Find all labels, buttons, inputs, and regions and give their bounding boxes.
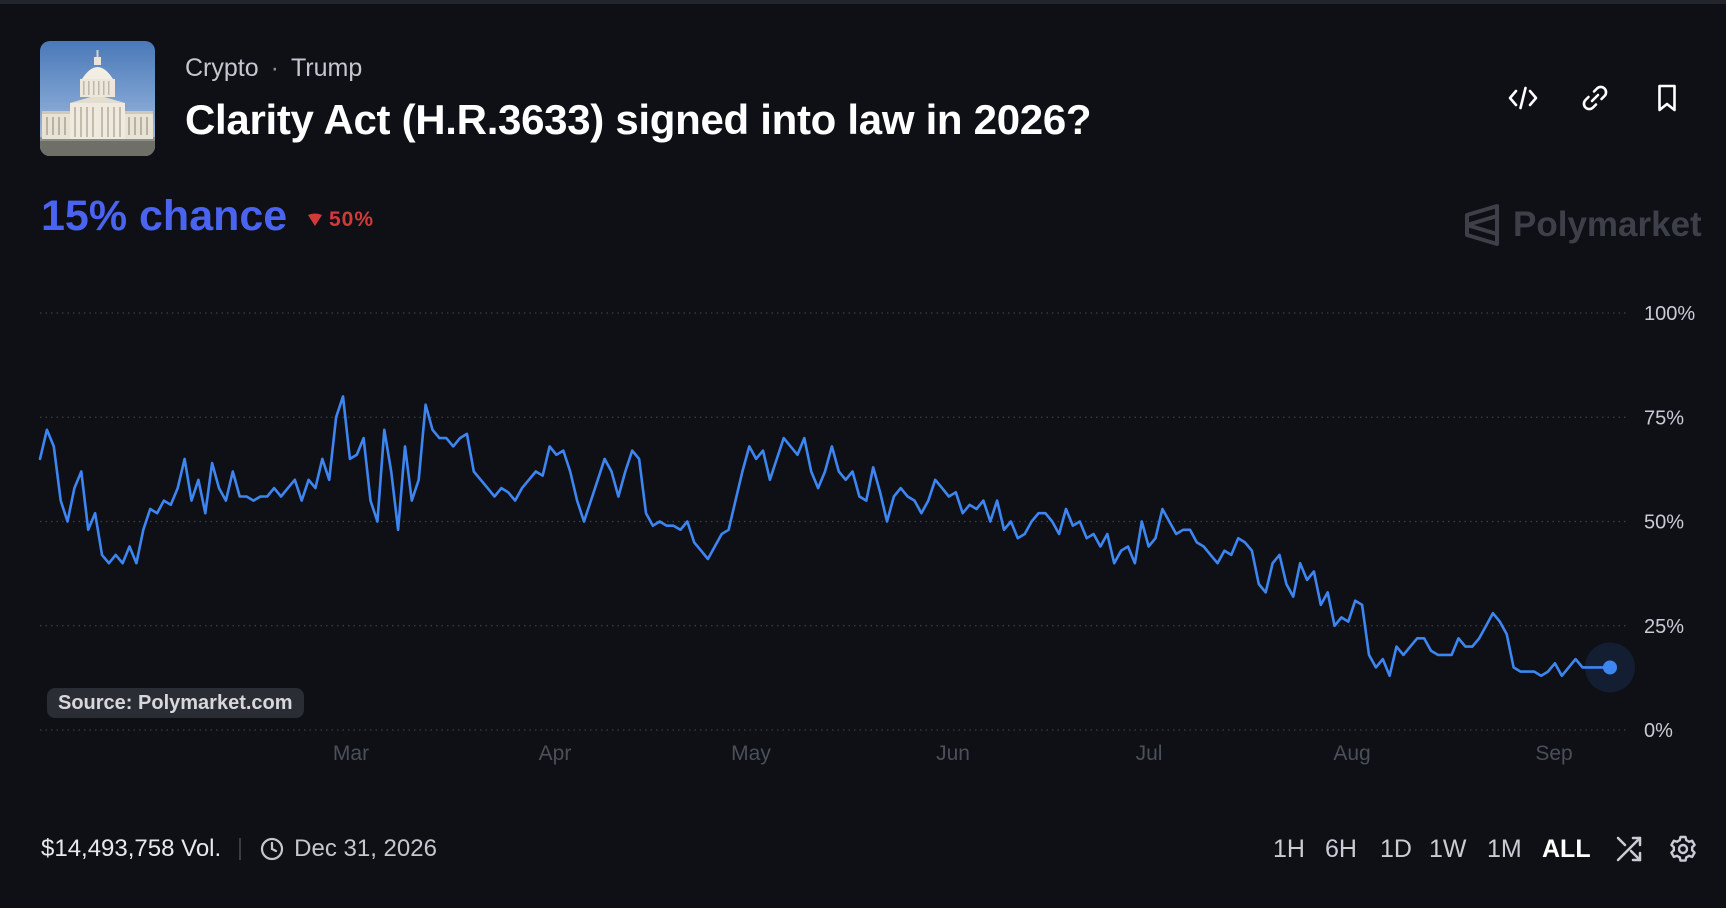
bookmark-icon [1658,84,1676,112]
chance-delta: 50% [307,208,374,232]
x-tick-label: Apr [539,742,572,765]
volume-label: $14,493,758 Vol. [41,835,222,862]
source-badge: Source: Polymarket.com [47,688,304,718]
shuffle-icon [1616,836,1642,862]
end-date: Dec 31, 2026 [260,835,437,863]
top-border [0,0,1726,4]
y-tick-label: 75% [1644,407,1684,429]
gear-icon [1670,835,1696,862]
y-tick-label: 25% [1644,616,1684,638]
x-tick-label: May [731,742,771,765]
market-title: Clarity Act (H.R.3633) signed into law i… [185,96,1092,143]
polymarket-logo-icon [1465,204,1499,246]
range-6h[interactable]: 6H [1325,835,1357,863]
breadcrumb: Crypto · Trump [185,54,362,83]
range-1h[interactable]: 1H [1273,835,1305,863]
end-date-label: Dec 31, 2026 [294,835,437,862]
down-triangle-icon [308,213,322,226]
x-tick-label: Mar [333,742,369,765]
link-icon [1582,85,1608,111]
range-1m[interactable]: 1M [1487,835,1522,863]
copy-link-button[interactable] [1575,78,1615,118]
market-footer: $14,493,758 Vol. Dec 31, 2026 [41,832,437,866]
chart-settings-button[interactable] [1666,832,1700,866]
range-all[interactable]: ALL [1542,835,1591,863]
y-tick-label: 100% [1644,303,1695,325]
embed-button[interactable] [1503,78,1543,118]
x-tick-label: Sep [1535,742,1572,765]
range-1d[interactable]: 1D [1380,835,1412,863]
current-point [1603,660,1617,675]
bookmark-button[interactable] [1647,78,1687,118]
crumb-category[interactable]: Crypto [185,54,259,82]
embed-icon [1508,86,1538,110]
brand-name: Polymarket [1513,205,1702,244]
crumb-tag[interactable]: Trump [290,54,363,82]
x-tick-label: Jul [1136,742,1163,765]
range-1w[interactable]: 1W [1429,835,1467,863]
crumb-separator: · [270,54,279,82]
y-tick-label: 50% [1644,512,1684,534]
chance-value: 15% chance [41,192,288,240]
price-history-chart[interactable]: 100% 75% 50% 25% 0% Mar Apr May Jun Jul Aug Sep [0,280,1726,780]
chart-type-button[interactable] [1612,832,1646,866]
footer-divider [239,838,242,860]
x-tick-label: Aug [1333,742,1370,765]
brand-watermark: Polymarket [1463,203,1702,247]
clock-icon [261,837,284,861]
market-thumbnail [40,41,155,156]
series-line [38,395,1612,678]
y-tick-label: 0% [1644,720,1673,742]
chance-delta-value: 50% [329,208,375,231]
x-tick-label: Jun [936,742,970,765]
